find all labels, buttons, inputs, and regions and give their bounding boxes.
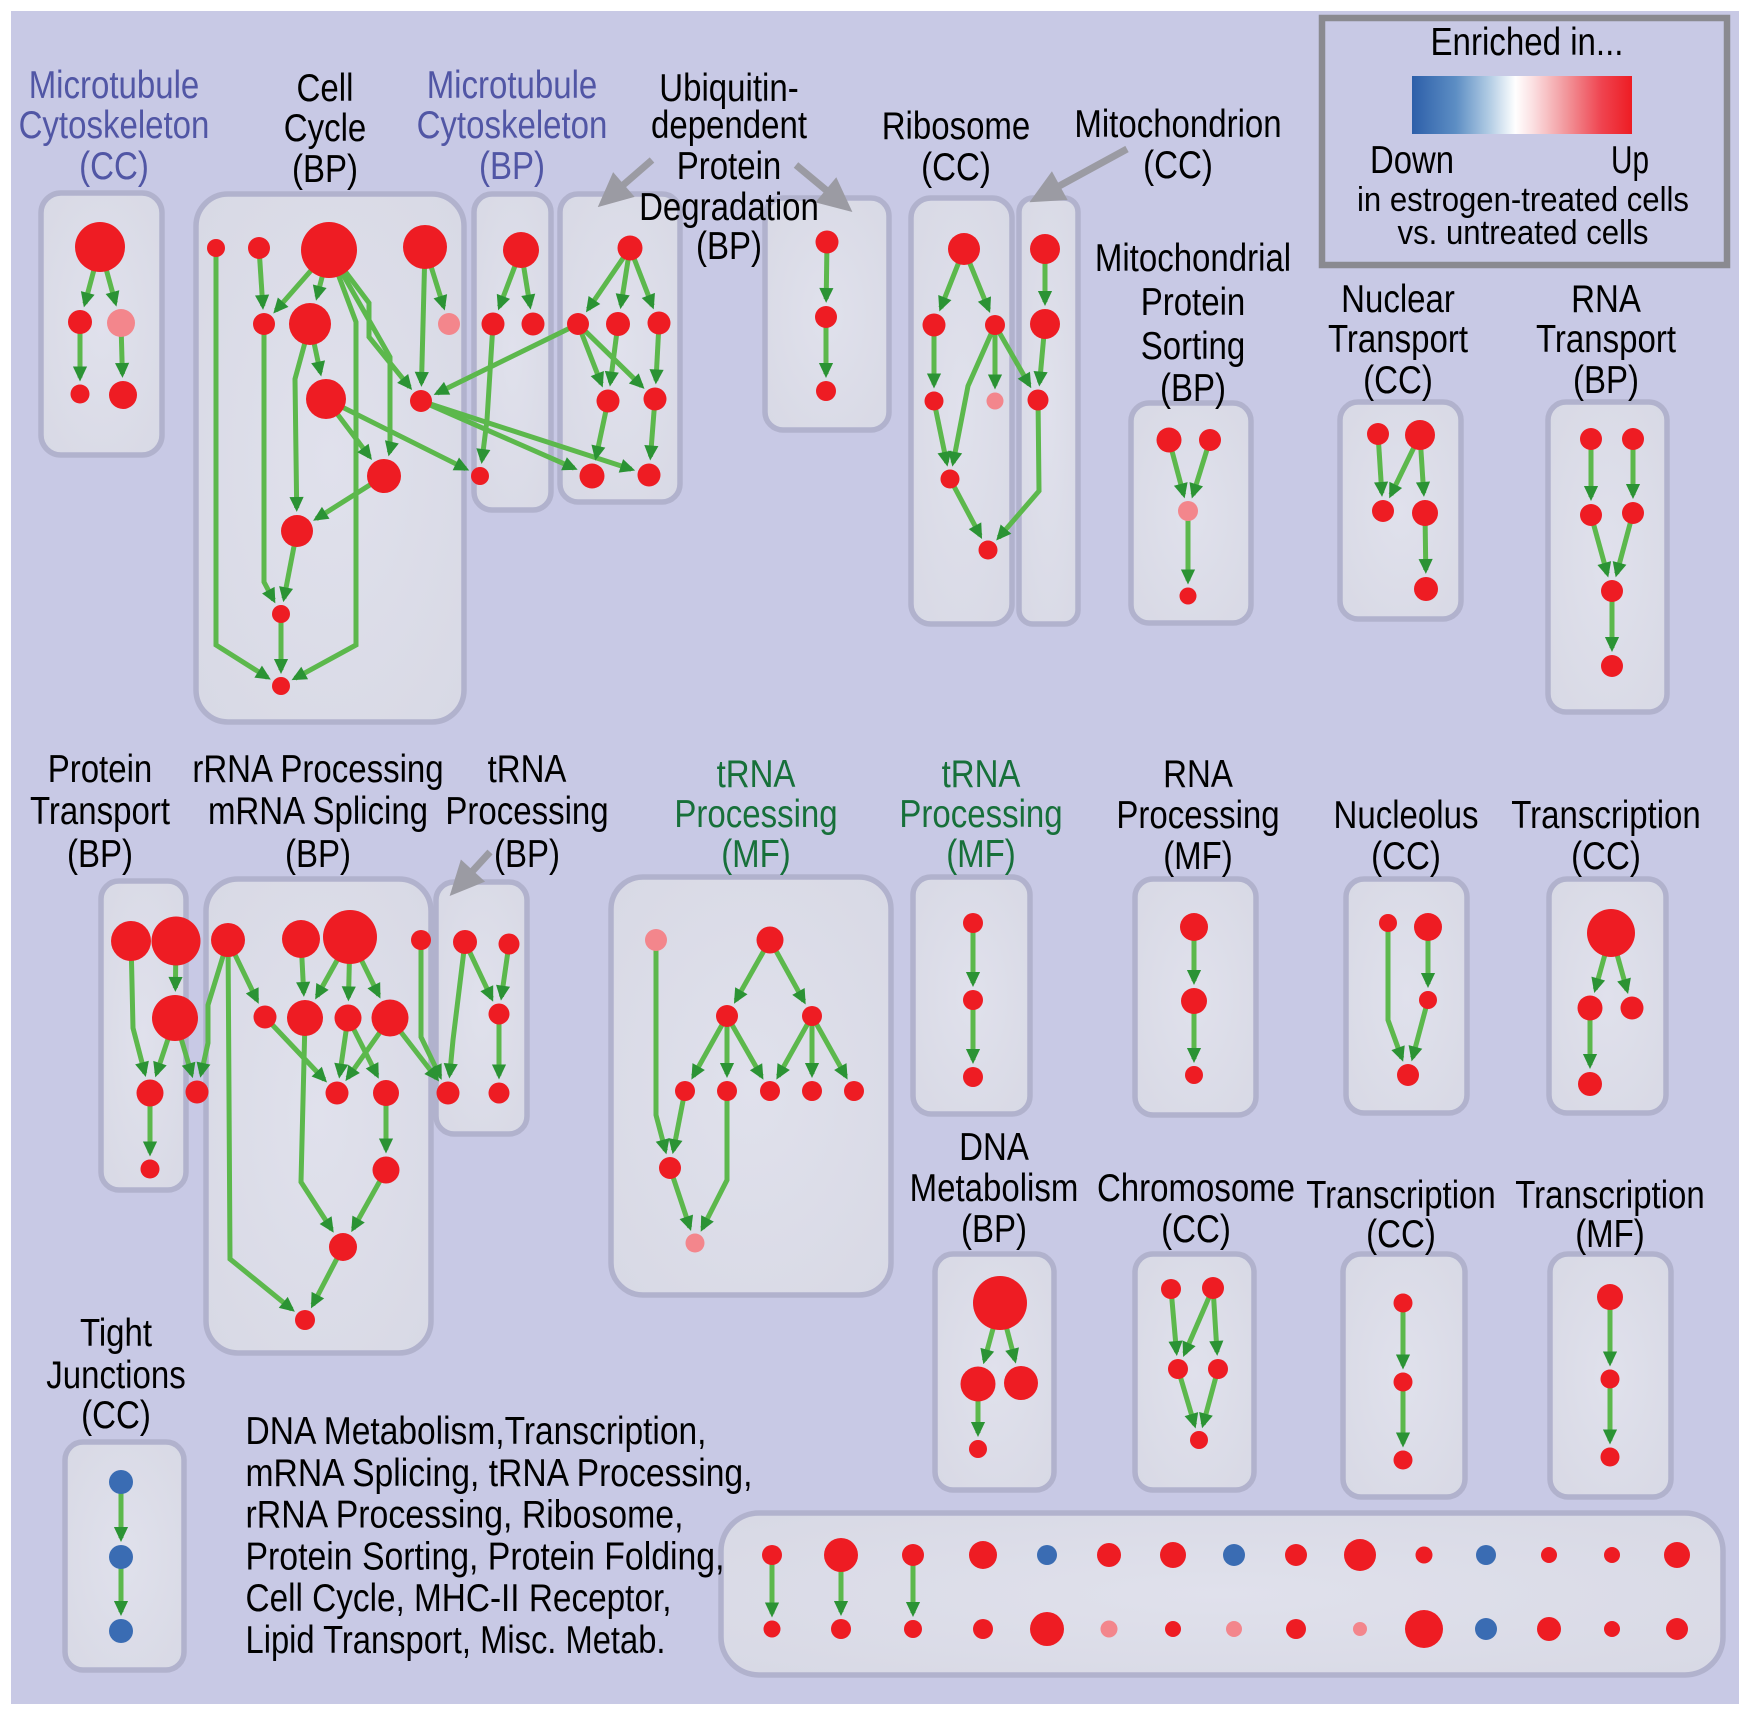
svg-text:Microtubule: Microtubule xyxy=(427,64,598,107)
svg-text:(CC): (CC) xyxy=(1571,835,1641,878)
svg-text:(BP): (BP) xyxy=(494,833,560,876)
svg-text:Microtubule: Microtubule xyxy=(29,64,200,107)
svg-text:(BP): (BP) xyxy=(961,1208,1027,1251)
svg-text:Ribosome: Ribosome xyxy=(882,105,1031,148)
svg-text:(CC): (CC) xyxy=(1363,359,1433,402)
svg-text:Degradation: Degradation xyxy=(639,186,819,229)
svg-text:Processing: Processing xyxy=(1116,794,1279,837)
svg-text:(MF): (MF) xyxy=(1575,1213,1645,1256)
svg-text:(CC): (CC) xyxy=(1161,1208,1231,1251)
svg-text:Transport: Transport xyxy=(30,790,170,833)
svg-text:Up: Up xyxy=(1611,139,1649,182)
svg-text:tRNA: tRNA xyxy=(942,753,1021,796)
svg-text:(BP): (BP) xyxy=(285,833,351,876)
svg-text:RNA: RNA xyxy=(1571,278,1641,321)
svg-text:(BP): (BP) xyxy=(1160,367,1226,410)
svg-text:Transcription: Transcription xyxy=(1306,1174,1496,1217)
svg-text:(CC): (CC) xyxy=(1366,1213,1436,1256)
svg-text:(MF): (MF) xyxy=(1163,835,1233,878)
svg-text:Lipid Transport, Misc. Metab.: Lipid Transport, Misc. Metab. xyxy=(246,1619,666,1662)
svg-text:(BP): (BP) xyxy=(479,145,545,188)
svg-text:Metabolism: Metabolism xyxy=(910,1167,1079,1210)
svg-text:(MF): (MF) xyxy=(721,833,791,876)
svg-text:mRNA Splicing, tRNA Processing: mRNA Splicing, tRNA Processing, xyxy=(246,1452,753,1495)
svg-text:mRNA Splicing: mRNA Splicing xyxy=(208,790,428,833)
svg-text:rRNA Processing, Ribosome,: rRNA Processing, Ribosome, xyxy=(246,1494,684,1537)
svg-text:Down: Down xyxy=(1370,139,1454,182)
svg-text:Cytoskeleton: Cytoskeleton xyxy=(19,104,210,147)
svg-text:Tight: Tight xyxy=(80,1312,152,1355)
svg-text:(BP): (BP) xyxy=(67,833,133,876)
svg-text:in estrogen-treated cells: in estrogen-treated cells xyxy=(1357,181,1689,219)
svg-text:Junctions: Junctions xyxy=(46,1354,185,1397)
svg-text:(CC): (CC) xyxy=(921,146,991,189)
svg-text:Transcription: Transcription xyxy=(1515,1174,1705,1217)
svg-text:Nuclear: Nuclear xyxy=(1341,278,1455,321)
svg-text:Protein Sorting, Protein Foldi: Protein Sorting, Protein Folding, xyxy=(246,1535,725,1578)
svg-text:dependent: dependent xyxy=(651,104,807,147)
svg-text:Ubiquitin-: Ubiquitin- xyxy=(659,67,798,110)
svg-text:Processing: Processing xyxy=(674,793,837,836)
svg-text:Transcription: Transcription xyxy=(1511,794,1701,837)
svg-text:(CC): (CC) xyxy=(1143,144,1213,187)
svg-text:Transport: Transport xyxy=(1536,318,1676,361)
svg-text:DNA Metabolism,Transcription,: DNA Metabolism,Transcription, xyxy=(246,1410,707,1453)
svg-text:RNA: RNA xyxy=(1163,753,1233,796)
svg-text:DNA: DNA xyxy=(959,1126,1029,1169)
svg-text:Mitochondrial: Mitochondrial xyxy=(1095,237,1291,280)
svg-text:vs. untreated cells: vs. untreated cells xyxy=(1398,214,1649,252)
svg-text:(CC): (CC) xyxy=(79,145,149,188)
svg-text:Sorting: Sorting xyxy=(1141,325,1246,368)
svg-text:Cell Cycle, MHC-II Receptor,: Cell Cycle, MHC-II Receptor, xyxy=(246,1577,672,1620)
svg-text:Cycle: Cycle xyxy=(284,107,367,150)
svg-text:tRNA: tRNA xyxy=(717,753,796,796)
svg-text:Enriched in...: Enriched in... xyxy=(1431,21,1624,64)
svg-text:Processing: Processing xyxy=(445,790,608,833)
svg-text:Protein: Protein xyxy=(1141,281,1246,324)
svg-text:(CC): (CC) xyxy=(81,1394,151,1437)
svg-text:Nucleolus: Nucleolus xyxy=(1334,794,1479,837)
svg-text:Chromosome: Chromosome xyxy=(1097,1167,1295,1210)
svg-text:(CC): (CC) xyxy=(1371,835,1441,878)
svg-text:Transport: Transport xyxy=(1328,318,1468,361)
svg-text:Cell: Cell xyxy=(297,67,354,110)
svg-text:Cytoskeleton: Cytoskeleton xyxy=(417,104,608,147)
svg-text:Mitochondrion: Mitochondrion xyxy=(1074,103,1281,146)
svg-text:Processing: Processing xyxy=(899,793,1062,836)
svg-text:(MF): (MF) xyxy=(946,833,1016,876)
svg-text:(BP): (BP) xyxy=(292,148,358,191)
svg-text:Protein: Protein xyxy=(677,145,782,188)
svg-text:Protein: Protein xyxy=(48,748,153,791)
svg-text:(BP): (BP) xyxy=(696,225,762,268)
svg-text:rRNA Processing: rRNA Processing xyxy=(192,748,443,791)
svg-text:tRNA: tRNA xyxy=(488,748,567,791)
svg-text:(BP): (BP) xyxy=(1573,359,1639,402)
